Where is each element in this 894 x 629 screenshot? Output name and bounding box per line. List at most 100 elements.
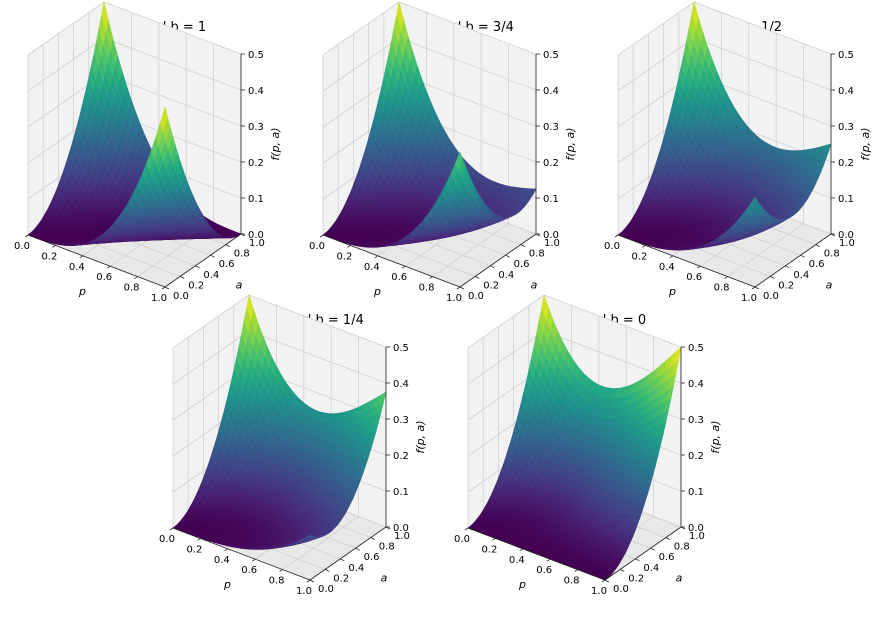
x-tick-label: 0.6 [241,565,257,576]
z-tick-label: 0.3 [248,122,264,133]
z-axis-label: f(p, a) [859,127,872,160]
y-tick-label: 0.8 [234,249,250,260]
z-axis-label: f(p, a) [269,127,282,160]
x-tick-label: 0.2 [186,544,202,555]
x-axis-label: p [223,578,231,591]
x-tick-label: 0.2 [336,251,352,262]
x-tick-label: 0.4 [659,262,675,273]
y-tick-label: 0.0 [173,291,189,302]
z-tick-label: 0.3 [543,122,559,133]
y-tick-label: 0.6 [364,552,380,563]
y-tick-label: 0.8 [379,542,395,553]
z-tick-label: 0.4 [543,86,559,97]
z-tick-label: 0.1 [248,194,264,205]
y-tick-label: 0.0 [613,584,629,595]
y-tick-label: 0.8 [824,249,840,260]
x-tick-label: 0.0 [454,534,470,545]
x-tick-label: 1.0 [591,586,607,597]
z-tick-label: 0.4 [248,86,264,97]
z-axis-label: f(p, a) [414,420,427,453]
x-tick-label: 0.0 [309,241,325,252]
surface-plot-3: f = b = 1/2 0.00.20.40.60.81.00.00.20.40… [596,14,894,294]
z-tick-label: 0.2 [688,451,704,462]
surface-plot-2: f = 1/4 and b = 3/4 0.00.20.40.60.81.00.… [301,14,601,294]
x-tick-label: 0.4 [509,555,525,566]
x-tick-label: 0.0 [604,241,620,252]
z-tick-label: 0.5 [543,50,559,61]
x-tick-label: 0.8 [419,283,435,294]
x-tick-label: 0.2 [481,544,497,555]
z-tick-label: 0.5 [248,50,264,61]
z-tick-label: 0.0 [393,523,409,534]
surface-plot-4: f = 3/4 and b = 1/4 0.00.20.40.60.81.00.… [151,307,451,587]
z-axis-label: f(p, a) [709,420,722,453]
y-tick-label: 0.2 [333,573,349,584]
y-tick-label: 0.2 [188,280,204,291]
y-tick-label: 0.4 [793,270,809,281]
x-axis-label: p [668,285,676,298]
y-tick-label: 0.2 [778,280,794,291]
y-tick-label: 0.6 [809,259,825,270]
x-tick-label: 0.6 [536,565,552,576]
z-tick-label: 0.1 [393,487,409,498]
surface-plot-5: f = 1 and b = 0 0.00.20.40.60.81.00.00.2… [446,307,746,587]
x-axis-label: p [373,285,381,298]
y-tick-label: 0.4 [643,563,659,574]
y-axis-label: a [381,572,388,585]
x-tick-label: 0.2 [41,251,57,262]
y-tick-label: 0.8 [529,249,545,260]
x-tick-label: 0.8 [714,283,730,294]
x-tick-label: 1.0 [741,293,757,304]
x-tick-label: 1.0 [151,293,167,304]
z-tick-label: 0.2 [393,451,409,462]
z-tick-label: 0.5 [838,50,854,61]
z-tick-label: 0.1 [688,487,704,498]
y-axis-label: a [236,279,243,292]
x-tick-label: 1.0 [446,293,462,304]
y-tick-label: 0.2 [483,280,499,291]
x-tick-label: 1.0 [296,586,312,597]
x-tick-label: 0.6 [686,272,702,283]
y-axis-label: a [826,279,833,292]
y-tick-label: 0.4 [348,563,364,574]
z-tick-label: 0.3 [393,415,409,426]
x-tick-label: 0.8 [124,283,140,294]
x-tick-label: 0.6 [96,272,112,283]
y-tick-label: 0.4 [498,270,514,281]
z-tick-label: 0.2 [248,158,264,169]
z-tick-label: 0.3 [688,415,704,426]
surface-plot-1: f = 0 and b = 1 0.00.20.40.60.81.00.00.2… [6,14,306,294]
z-tick-label: 0.3 [838,122,854,133]
z-tick-label: 0.5 [688,343,704,354]
x-tick-label: 0.4 [364,262,380,273]
y-tick-label: 0.6 [219,259,235,270]
x-tick-label: 0.4 [69,262,85,273]
z-tick-label: 0.0 [248,230,264,241]
z-tick-label: 0.4 [688,379,704,390]
x-tick-label: 0.8 [269,576,285,587]
x-tick-label: 0.0 [14,241,30,252]
z-tick-label: 0.1 [838,194,854,205]
x-tick-label: 0.2 [631,251,647,262]
y-tick-label: 0.8 [674,542,690,553]
y-axis-label: a [531,279,538,292]
x-tick-label: 0.6 [391,272,407,283]
y-tick-label: 0.0 [468,291,484,302]
z-tick-label: 0.0 [688,523,704,534]
z-tick-label: 0.0 [543,230,559,241]
x-axis-label: p [518,578,526,591]
x-tick-label: 0.4 [214,555,230,566]
z-tick-label: 0.0 [838,230,854,241]
y-axis-label: a [676,572,683,585]
y-tick-label: 0.6 [514,259,530,270]
x-tick-label: 0.8 [564,576,580,587]
z-tick-label: 0.1 [543,194,559,205]
z-tick-label: 0.4 [393,379,409,390]
y-tick-label: 0.2 [628,573,644,584]
z-tick-label: 0.2 [838,158,854,169]
x-axis-label: p [78,285,86,298]
z-tick-label: 0.5 [393,343,409,354]
